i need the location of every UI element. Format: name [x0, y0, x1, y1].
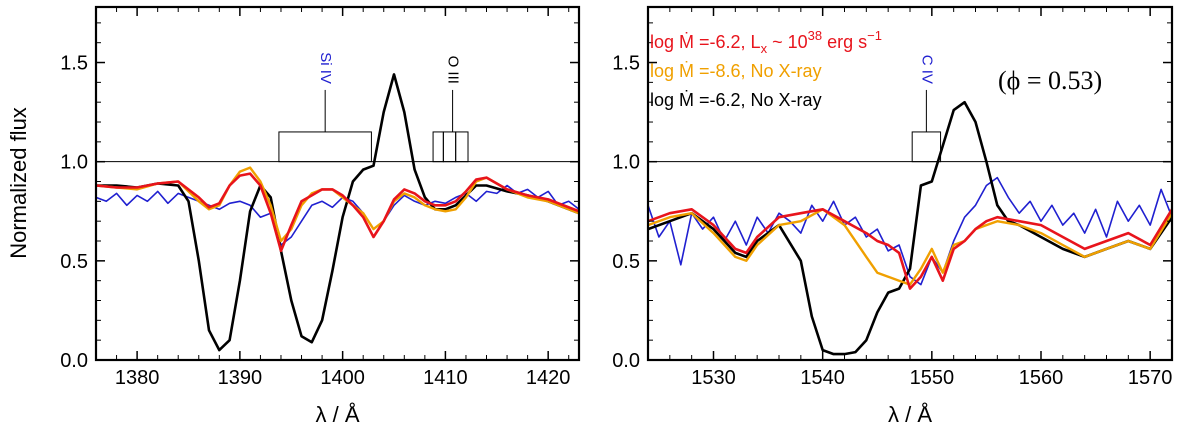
series-line-1 — [648, 100, 1172, 356]
y-tick-label: 0.5 — [612, 251, 640, 273]
y-tick-label: 1.0 — [60, 152, 88, 174]
panel-right-c-iv: C IV 1530 1540 1550 1560 1570 0.0 0.5 1.0 1.5 λ / … — [612, 5, 1174, 427]
x-axis-label: λ / Å — [888, 402, 932, 427]
series-line-3 — [96, 172, 579, 253]
line-id-label: C IV — [918, 55, 935, 84]
series-line-2 — [96, 166, 579, 243]
y-tick-label: 0.0 — [612, 350, 640, 372]
legend: log Ṁ =-6.2, Lx ~ 1038 erg s−1 log Ṁ =-8.… — [650, 28, 882, 110]
legend-entry-2: log Ṁ =-6.2, No X-ray — [650, 90, 822, 110]
y-tick-label: 0.0 — [60, 350, 88, 372]
line-id-box — [278, 131, 372, 163]
phase-label: (ϕ = 0.53) — [998, 66, 1102, 95]
y-tick-label: 1.5 — [60, 53, 88, 75]
plot-frame — [94, 5, 581, 362]
series-group — [648, 100, 1172, 356]
line-id-label: O III — [445, 56, 462, 84]
series-line-3 — [648, 208, 1172, 290]
x-tick-label: 1380 — [115, 367, 160, 389]
x-tick-label: 1560 — [1019, 367, 1064, 389]
y-tick-label: 1.0 — [612, 152, 640, 174]
y-tick-label: 1.5 — [612, 53, 640, 75]
plot-frame — [646, 5, 1174, 362]
x-tick-label: 1570 — [1128, 367, 1173, 389]
x-tick-label: 1530 — [691, 367, 736, 389]
line-id-box — [432, 131, 444, 163]
x-tick-label: 1400 — [320, 367, 365, 389]
x-tick-label: 1410 — [423, 367, 468, 389]
x-axis-label: λ / Å — [315, 402, 359, 427]
line-id-box — [442, 131, 457, 163]
legend-entry-1: log Ṁ =-8.6, No X-ray — [650, 61, 822, 81]
line-id-box — [455, 131, 469, 163]
y-axis-label: Normalized flux — [6, 107, 31, 259]
line-id-box — [911, 131, 942, 163]
y-tick-label: 0.5 — [60, 251, 88, 273]
x-tick-label: 1390 — [218, 367, 263, 389]
series-line-2 — [648, 208, 1172, 286]
line-id-si-iv: Si IV — [278, 52, 372, 163]
x-tick-label: 1540 — [800, 367, 845, 389]
series-line-1 — [96, 73, 579, 352]
legend-entry-0: log Ṁ =-6.2, Lx ~ 1038 erg s−1 — [650, 28, 882, 56]
line-id-label: Si IV — [317, 52, 334, 84]
series-line-0 — [648, 176, 1172, 286]
series-group — [96, 73, 579, 352]
line-id-o-iii: O III — [432, 56, 469, 163]
line-id-c-iv: C IV — [911, 55, 942, 163]
panel-left-si-iv: Si IV O III 1380 1390 1400 1410 1420 0.0 0.5 1.0 1… — [60, 5, 581, 427]
x-tick-label: 1550 — [910, 367, 955, 389]
series-line-0 — [96, 184, 579, 246]
x-tick-label: 1420 — [526, 367, 571, 389]
